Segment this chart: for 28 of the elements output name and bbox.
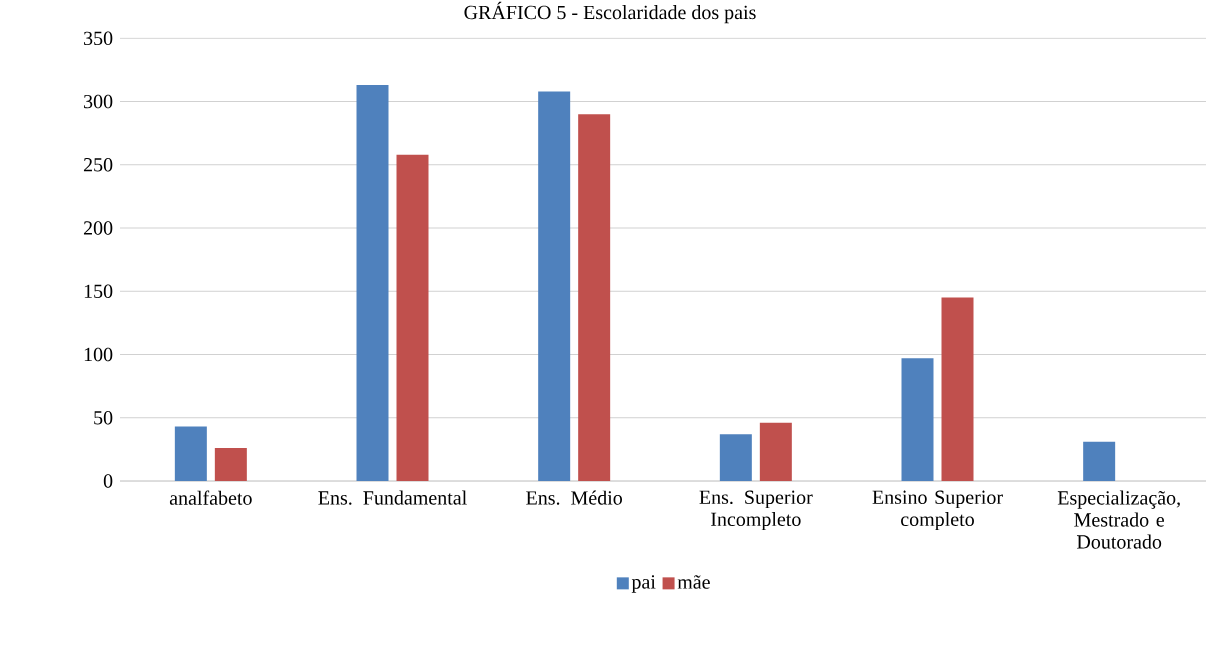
y-tick-label: 0 [103, 474, 113, 488]
legend-label: pai [631, 575, 656, 593]
x-tick-label: Especialização, Mestrado e Doutorado [1057, 490, 1180, 549]
y-tick-label: 200 [83, 221, 113, 235]
x-tick-label: analfabeto [169, 490, 252, 505]
y-tick-label: 150 [84, 284, 113, 299]
bar [356, 85, 389, 481]
y-tick-label: 300 [84, 94, 113, 109]
bar [214, 448, 247, 481]
bar [1083, 441, 1116, 481]
y-tick-label: 350 [84, 31, 113, 46]
chart-title: GRÁFICO 5 - Escolaridade dos pais [464, 1, 756, 24]
bar [719, 434, 752, 481]
bar [396, 154, 429, 481]
y-tick-label: 250 [83, 158, 113, 172]
legend-label: mãe [677, 575, 710, 589]
bar [901, 358, 934, 481]
x-tick-label: Ensino Superior completo [872, 490, 1003, 531]
x-tick-label: Ens. Fundamental [318, 490, 467, 505]
y-tick-label: 50 [94, 411, 113, 425]
bar [174, 426, 207, 481]
x-tick-label: Ens. Superior Incompleto [699, 490, 813, 531]
bar [578, 114, 611, 481]
bar [538, 91, 571, 481]
bar [759, 422, 792, 481]
x-tick-label: Ens. Médio [526, 490, 622, 505]
bar [941, 297, 974, 481]
y-tick-label: 100 [84, 347, 113, 362]
